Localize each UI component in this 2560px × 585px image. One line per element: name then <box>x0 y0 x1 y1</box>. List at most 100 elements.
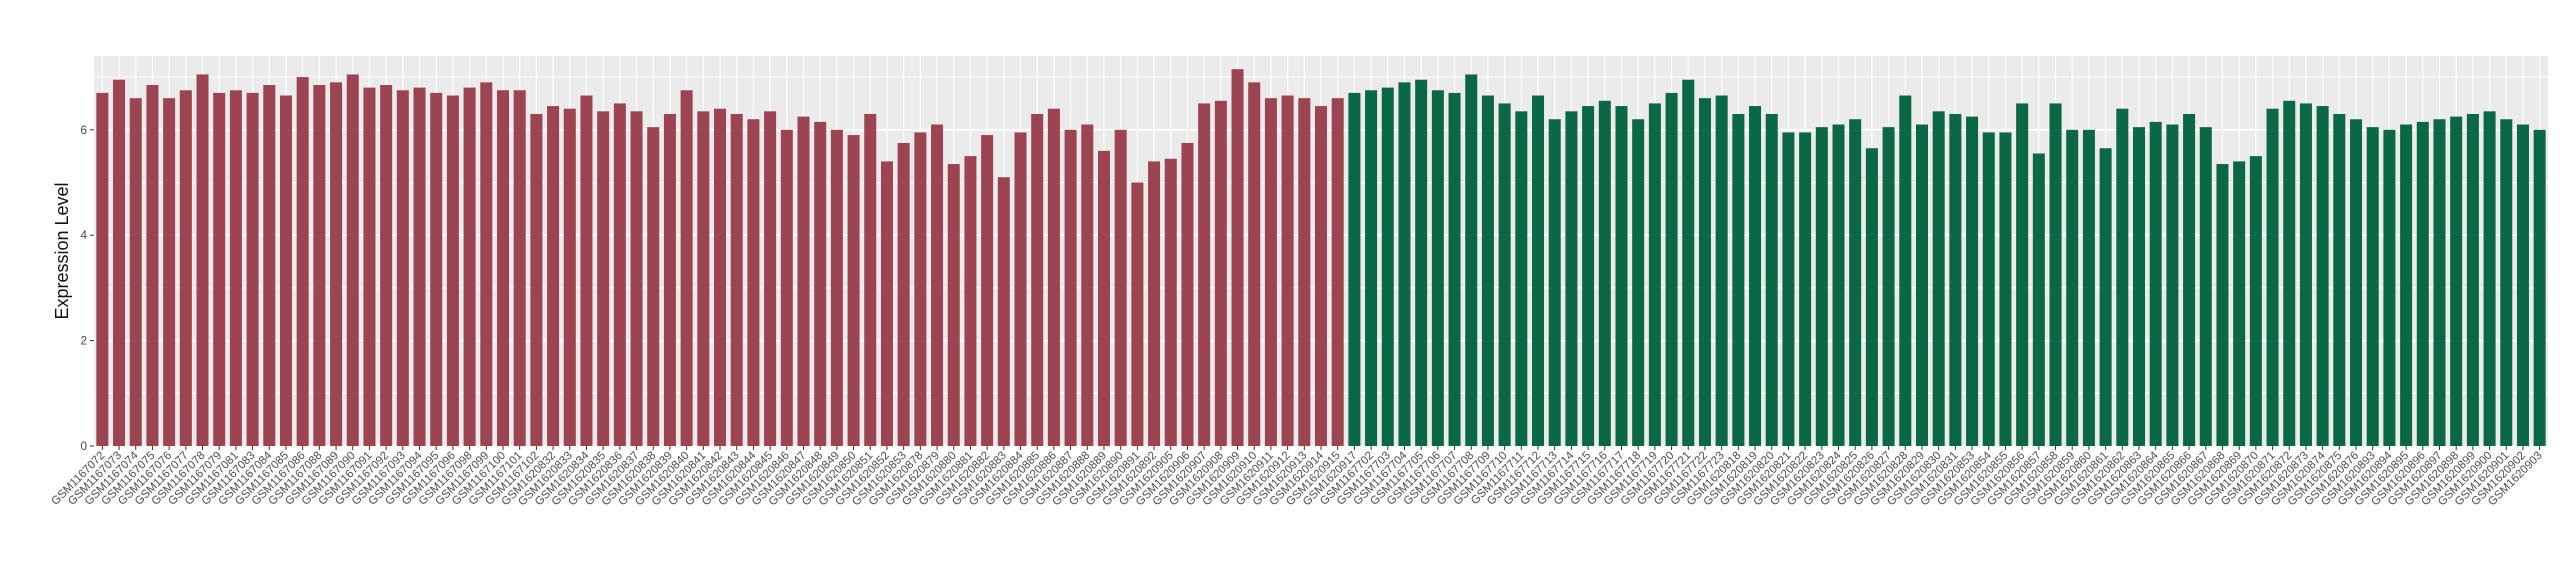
bar <box>2149 121 2162 446</box>
bar <box>163 98 176 446</box>
y-tick-label: 0 <box>80 439 87 453</box>
bar <box>2082 129 2095 446</box>
bar <box>2416 121 2429 446</box>
bar <box>2216 164 2229 447</box>
bar <box>680 90 693 446</box>
bar <box>1164 158 1177 446</box>
bar <box>213 92 226 446</box>
bar <box>430 92 443 446</box>
bar <box>2283 100 2296 446</box>
bar <box>714 108 727 447</box>
bar <box>1966 116 1979 447</box>
bar <box>1348 92 1361 446</box>
bar <box>914 132 927 446</box>
bar <box>1064 129 1077 446</box>
bar <box>697 111 710 447</box>
bar <box>1231 69 1244 447</box>
bar <box>2433 119 2446 447</box>
bar <box>2516 124 2529 446</box>
bar <box>346 74 359 446</box>
bar <box>1198 103 1211 446</box>
bar <box>1815 127 1828 446</box>
bar <box>1281 95 1294 446</box>
bar <box>1398 82 1411 446</box>
bar <box>446 95 459 446</box>
bar <box>964 156 977 446</box>
bar <box>2333 113 2346 447</box>
bar <box>129 98 142 446</box>
bar <box>2450 116 2463 447</box>
bar <box>1515 111 1528 447</box>
bar <box>2199 127 2212 446</box>
bar <box>279 95 292 446</box>
bar <box>1097 150 1110 446</box>
bar <box>1865 148 1878 446</box>
bar <box>1982 132 1995 446</box>
bar <box>2366 127 2379 446</box>
bar <box>730 113 743 447</box>
bar <box>880 161 893 447</box>
bar <box>146 84 159 447</box>
bar <box>513 90 526 446</box>
bar <box>1415 79 1428 446</box>
bar <box>797 116 810 447</box>
bar <box>1081 124 1094 446</box>
bar <box>663 113 676 447</box>
bar <box>1031 113 1044 447</box>
bar <box>1598 100 1611 446</box>
bar <box>1214 100 1227 446</box>
bar <box>313 84 326 447</box>
bar <box>1448 92 1461 446</box>
bar <box>1665 92 1678 446</box>
bar <box>1882 127 1895 446</box>
y-axis-label: Expression Level <box>52 182 72 319</box>
bar <box>1114 129 1127 446</box>
bar <box>530 113 543 447</box>
bar <box>997 177 1010 446</box>
bar <box>113 79 126 446</box>
bar <box>1381 87 1394 447</box>
bar <box>1331 98 1344 446</box>
bar <box>1248 82 1261 446</box>
bar <box>647 127 660 446</box>
bar <box>1648 103 1661 446</box>
bar <box>780 129 793 446</box>
bar <box>947 164 960 447</box>
bar <box>1715 95 1728 446</box>
bar <box>1765 113 1778 447</box>
bar <box>1532 95 1545 446</box>
bar <box>2316 106 2329 446</box>
bar <box>396 90 409 446</box>
bar <box>580 95 593 446</box>
bar <box>1932 111 1945 447</box>
bar <box>1298 98 1311 446</box>
bar <box>179 90 192 446</box>
y-tick-label: 2 <box>80 334 87 348</box>
bar <box>2400 124 2413 446</box>
bar <box>1148 161 1161 447</box>
bar <box>563 108 576 447</box>
bar <box>747 119 760 447</box>
bar <box>2032 153 2045 446</box>
bar <box>1264 98 1277 446</box>
bar <box>1314 106 1328 446</box>
bar <box>380 84 393 447</box>
bar <box>830 129 843 446</box>
bar <box>1431 90 1444 446</box>
bar <box>1698 98 1711 446</box>
bar <box>2266 108 2279 447</box>
bar <box>1014 132 1027 446</box>
bar <box>1782 132 1795 446</box>
y-tick-label: 6 <box>80 123 87 137</box>
bar <box>613 103 626 446</box>
y-axis: 0 2 4 6 <box>80 123 94 453</box>
bar <box>1732 113 1745 447</box>
bar <box>1498 103 1511 446</box>
bar <box>1682 79 1695 446</box>
bar <box>330 82 343 446</box>
bar <box>547 106 560 446</box>
bar <box>2483 111 2496 447</box>
bar <box>413 87 426 447</box>
